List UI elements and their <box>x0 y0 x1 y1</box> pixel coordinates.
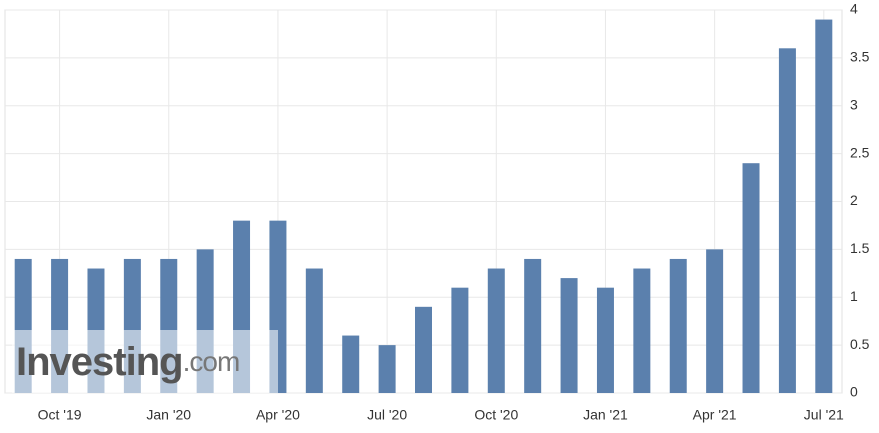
bar <box>305 268 323 393</box>
bar <box>742 163 760 393</box>
bar <box>778 48 796 394</box>
x-tick-label: Jul '21 <box>804 407 844 423</box>
y-tick-label: 3.5 <box>850 49 870 65</box>
x-tick-label: Apr '20 <box>256 407 300 423</box>
x-tick-label: Apr '21 <box>693 407 737 423</box>
x-tick-label: Jan '21 <box>583 407 628 423</box>
x-tick-label: Jul '20 <box>367 407 407 423</box>
bar <box>596 287 614 393</box>
bar <box>451 287 469 393</box>
y-tick-label: 1.5 <box>850 240 870 256</box>
y-tick-label: 0 <box>850 384 858 400</box>
watermark-brand: Investing <box>16 340 183 384</box>
watermark-backdrop <box>12 330 278 393</box>
y-tick-label: 0.5 <box>850 336 870 352</box>
y-tick-label: 4 <box>850 1 858 17</box>
bar <box>378 345 396 393</box>
watermark-text: Investing.com <box>16 340 239 384</box>
bar <box>633 268 651 393</box>
y-tick-label: 2.5 <box>850 144 870 160</box>
x-tick-label: Oct '20 <box>474 407 518 423</box>
bar <box>669 258 687 393</box>
bar <box>524 258 542 393</box>
y-tick-label: 1 <box>850 288 858 304</box>
bar <box>487 268 505 393</box>
y-tick-label: 2 <box>850 192 858 208</box>
x-tick-label: Oct '19 <box>38 407 82 423</box>
watermark: Investing.com <box>12 330 278 393</box>
y-tick-label: 3 <box>850 96 858 112</box>
bar <box>342 335 360 393</box>
watermark-suffix: .com <box>183 346 240 377</box>
bar <box>815 19 833 393</box>
x-tick-label: Jan '20 <box>146 407 191 423</box>
bar <box>706 249 724 393</box>
bar <box>560 278 578 393</box>
bar <box>415 306 432 393</box>
